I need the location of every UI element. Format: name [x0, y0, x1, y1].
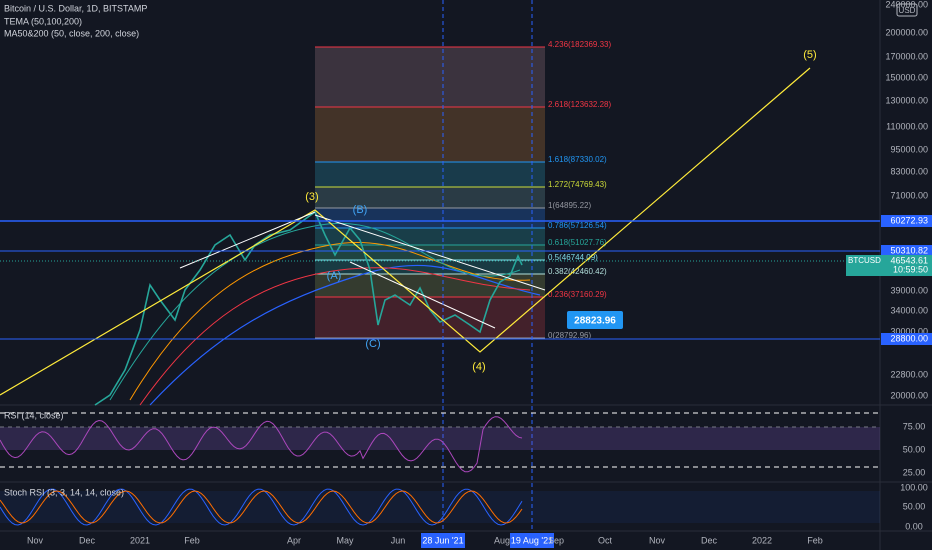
- wave-label: (C): [365, 338, 380, 350]
- price-axis-label: 170000.00: [885, 51, 928, 61]
- fib-label: 0.618(51027.76): [548, 238, 607, 247]
- price-tag: 60272.93: [890, 215, 928, 225]
- price-tag: 28800.00: [890, 333, 928, 343]
- currency-box: [896, 3, 918, 17]
- time-axis-label: Feb: [807, 535, 823, 545]
- price-tag-bg: [881, 245, 932, 257]
- fib-label: 1.618(87330.02): [548, 155, 607, 164]
- wave-label: (A): [327, 270, 342, 282]
- time-axis-label: 28 Jun '21: [422, 535, 463, 545]
- wave-label: (4): [472, 361, 485, 373]
- fib-label: 4.236(182369.33): [548, 40, 612, 49]
- price-axis-label: 30000.00: [890, 326, 928, 336]
- indicator-label: TEMA (50,100,200): [4, 16, 82, 26]
- stoch-band: [0, 491, 880, 523]
- stoch-title: Stoch RSI (3, 3, 14, 14, close): [4, 487, 124, 497]
- time-marker-bg: [510, 533, 554, 548]
- low-callout: 28823.96: [574, 316, 616, 327]
- stoch-k: [0, 488, 523, 526]
- rsi-axis-label: 25.00: [903, 467, 926, 477]
- stoch-axis-label: 0.00: [905, 521, 923, 531]
- fib-label: 0.5(46744.09): [548, 253, 598, 262]
- fib-band: [315, 208, 545, 228]
- price-tag-bg: [881, 333, 932, 345]
- price-axis-label: 95000.00: [890, 144, 928, 154]
- ticker-tag: BTCUSD: [848, 256, 881, 265]
- price-axis-label: 130000.00: [885, 95, 928, 105]
- currency: USD: [899, 6, 916, 15]
- fib-band: [315, 297, 545, 338]
- rsi-band: [0, 427, 880, 450]
- time-axis-label: Apr: [287, 535, 301, 545]
- time-axis-label: Dec: [701, 535, 718, 545]
- low-callout-box: [567, 311, 623, 329]
- fib-label: 0.236(37160.29): [548, 290, 607, 299]
- price-tag-bg: [881, 215, 932, 227]
- time-axis-label: Dec: [79, 535, 96, 545]
- rsi-line: [0, 416, 523, 473]
- countdown: 10:59:50: [893, 264, 928, 274]
- fib-extension: 4.236(182369.33) 2.618(123632.28) 1.618(87…: [315, 40, 612, 340]
- fib-band: [315, 47, 545, 107]
- price-axis-label: 110000.00: [886, 121, 928, 131]
- fib-band: [315, 107, 545, 162]
- tema-line: [139, 267, 531, 406]
- price-path: [94, 210, 523, 406]
- time-axis-label: Feb: [184, 535, 200, 545]
- fib-label: 1(64895.22): [548, 201, 591, 210]
- symbol-title: Bitcoin / U.S. Dollar, 1D, BITSTAMP: [4, 3, 147, 13]
- price-tag-bg: [846, 255, 932, 276]
- time-axis-label: May: [336, 535, 354, 545]
- fib-band: [315, 187, 545, 208]
- wave-label: (B): [353, 204, 368, 216]
- trend-line: [349, 261, 496, 329]
- price-axis-label: 71000.00: [890, 190, 928, 200]
- elliott-wave: [0, 67, 811, 396]
- rsi-axis-label: 50.00: [903, 444, 926, 454]
- time-axis-label: Nov: [27, 535, 44, 545]
- price-axis-label: 83000.00: [890, 166, 928, 176]
- indicator-label: MA50&200 (50, close, 200, close): [4, 28, 139, 38]
- trend-line: [314, 214, 546, 291]
- price-axis-label: 240000.00: [885, 0, 928, 9]
- stoch-axis-label: 100.00: [900, 482, 928, 492]
- price-axis-label: 20000.00: [890, 390, 928, 400]
- ma-200: [149, 264, 541, 406]
- fib-label: 0(28792.96): [548, 331, 591, 340]
- time-axis-label: Oct: [598, 535, 613, 545]
- time-marker-bg: [421, 533, 465, 548]
- fib-band: [315, 260, 545, 274]
- fib-band: [315, 274, 545, 297]
- price-tag: 46543.61: [890, 255, 928, 265]
- wave-label: (3): [305, 191, 318, 203]
- fib-band: [315, 228, 545, 245]
- time-axis-label: Jun: [391, 535, 406, 545]
- fib-band: [315, 162, 545, 187]
- time-axis-label: Sep: [548, 535, 564, 545]
- fib-label: 0.382(42460.42): [548, 267, 607, 276]
- price-axis-label: 200000.00: [885, 27, 928, 37]
- rsi-axis-label: 75.00: [903, 421, 926, 431]
- time-axis-label: 19 Aug '21: [511, 535, 553, 545]
- wave-label: (5): [803, 49, 816, 61]
- time-axis-label: 2021: [130, 535, 150, 545]
- fib-label: 2.618(123632.28): [548, 100, 612, 109]
- price-axis-label: 150000.00: [885, 72, 928, 82]
- price-axis-label: 34000.00: [890, 305, 928, 315]
- fib-label: 0.786(57126.54): [548, 221, 607, 230]
- stoch-d: [0, 490, 523, 524]
- time-axis-label: Nov: [649, 535, 666, 545]
- price-axis-label: 22800.00: [890, 369, 928, 379]
- time-axis-label: Aug: [494, 535, 510, 545]
- price-tag: 50310.82: [890, 245, 928, 255]
- fib-label: 1.272(74769.43): [548, 180, 607, 189]
- rsi-title: RSI (14, close): [4, 410, 64, 420]
- price-axis-label: 39000.00: [890, 285, 928, 295]
- time-axis-label: 2022: [752, 535, 772, 545]
- stoch-axis-label: 50.00: [903, 501, 926, 511]
